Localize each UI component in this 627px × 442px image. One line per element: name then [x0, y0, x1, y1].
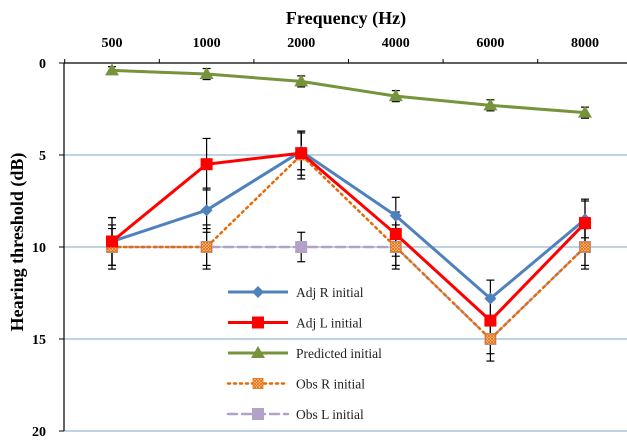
legend-marker-adj-r-initial — [252, 286, 264, 298]
x-tick-label: 8000 — [571, 36, 599, 51]
y-tick-label: 10 — [32, 241, 46, 256]
point-predicted-initial — [388, 89, 403, 102]
point-predicted-initial — [199, 67, 214, 80]
legend-label-predicted-initial: Predicted initial — [296, 346, 382, 361]
x-tick-label: 1000 — [193, 36, 221, 51]
x-axis-title: Frequency (Hz) — [286, 8, 406, 29]
x-tick-label: 4000 — [382, 36, 410, 51]
legend-marker-predicted-initial — [251, 346, 265, 358]
point-adj-r-initial — [484, 292, 497, 305]
y-axis-title: Hearing threshold (dB) — [7, 153, 28, 332]
point-predicted-initial — [105, 63, 119, 76]
point-obs-r-initial — [579, 241, 591, 253]
y-tick-label: 20 — [32, 425, 46, 440]
y-tick-label: 0 — [39, 57, 46, 72]
point-adj-l-initial — [389, 228, 402, 241]
axes: 0 5 10 15 20 500 1000 2000 4000 6000 8000 — [32, 36, 627, 440]
point-adj-r-initial — [200, 204, 213, 217]
legend-label-obs-l-initial: Obs L initial — [296, 407, 364, 422]
series-line-adj-l-initial — [111, 151, 587, 323]
point-adj-l-initial — [295, 147, 308, 160]
legend-label-adj-l-initial: Adj L initial — [296, 316, 362, 331]
point-obs-r-initial — [390, 241, 402, 253]
y-tick-label: 5 — [39, 149, 46, 164]
point-adj-l-initial — [484, 314, 497, 327]
legend-marker-obs-r-initial — [252, 378, 264, 389]
point-adj-r-initial — [389, 209, 402, 222]
legend: Adj R initial Adj L initial Predicted init… — [226, 285, 382, 422]
legend-marker-obs-l-initial — [252, 408, 264, 420]
legend-label-adj-r-initial: Adj R initial — [296, 285, 364, 300]
point-predicted-initial — [483, 98, 498, 111]
x-tick-label: 2000 — [287, 36, 315, 51]
series-line-predicted-initial — [111, 68, 586, 115]
series-line-obs-r-initial — [110, 153, 587, 341]
series-lines — [105, 63, 592, 345]
legend-label-obs-r-initial: Obs R initial — [296, 377, 365, 392]
point-adj-l-initial — [579, 217, 591, 230]
point-obs-r-initial — [484, 333, 496, 345]
point-obs-l-initial — [295, 241, 308, 253]
point-adj-l-initial — [200, 158, 213, 171]
point-predicted-initial — [578, 105, 592, 118]
point-obs-r-initial — [201, 241, 213, 253]
legend-marker-adj-l-initial — [252, 316, 264, 329]
x-tick-label: 500 — [102, 36, 123, 51]
series-line-adj-r-initial — [111, 149, 586, 301]
point-predicted-initial — [294, 74, 309, 87]
y-tick-label: 15 — [32, 333, 46, 348]
x-tick-label: 6000 — [476, 36, 504, 51]
point-adj-l-initial — [106, 235, 118, 248]
